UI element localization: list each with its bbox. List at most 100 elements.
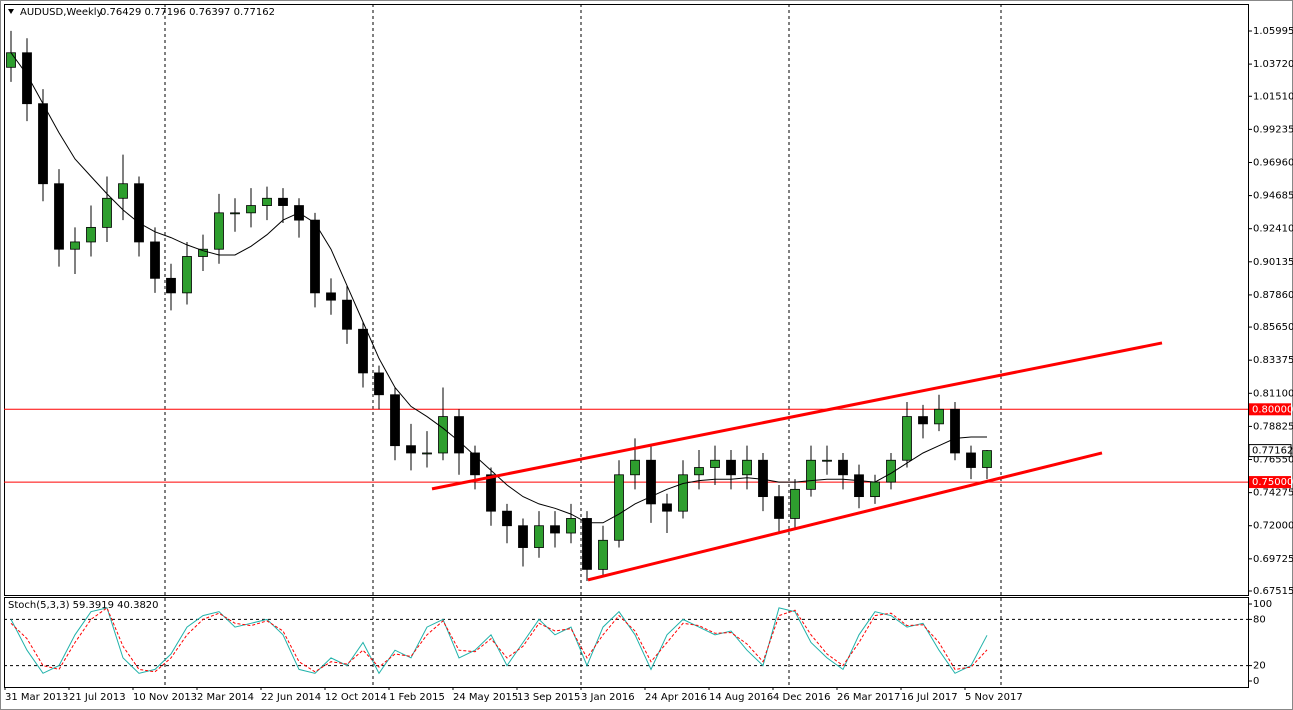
- candle-body: [86, 226, 96, 243]
- candle-body: [390, 394, 400, 447]
- trend-line: [587, 451, 1103, 582]
- y-tick-label: 0.87860: [1253, 290, 1293, 301]
- ohlc-label: 0.76429 0.77196 0.76397 0.77162: [100, 7, 275, 18]
- candle-body: [822, 459, 832, 462]
- candle-body: [806, 459, 816, 490]
- candle-body: [374, 372, 384, 396]
- candle-body: [614, 474, 624, 541]
- candle-body: [918, 416, 928, 425]
- candle-body: [710, 459, 720, 468]
- x-tick-label: 21 Jul 2013: [69, 692, 126, 703]
- candle-body: [102, 197, 112, 228]
- candle-body: [486, 474, 496, 512]
- candle-body: [902, 416, 912, 461]
- y-tick-label: 0.94685: [1253, 191, 1293, 202]
- candle-body: [646, 459, 656, 505]
- candle-body: [438, 416, 448, 454]
- y-tick-label: 100: [1253, 599, 1272, 610]
- candle-body: [278, 197, 288, 206]
- candle-body: [630, 459, 640, 476]
- candle-body: [742, 459, 752, 476]
- menu-arrow[interactable]: [8, 9, 14, 14]
- y-tick-label: 0.76550: [1253, 455, 1293, 466]
- y-tick-label: 80: [1253, 614, 1266, 625]
- candle-body: [662, 503, 672, 512]
- candle-body: [358, 328, 368, 374]
- y-tick-label: 0.90135: [1253, 257, 1293, 268]
- candle-body: [342, 299, 352, 330]
- x-tick-label: 22 Jun 2014: [261, 692, 321, 703]
- candle-body: [598, 539, 608, 570]
- y-tick-label: 0.83375: [1253, 355, 1293, 366]
- y-tick-label: 0.99235: [1253, 124, 1293, 135]
- x-tick-label: 14 Aug 2016: [709, 692, 773, 703]
- x-tick-label: 13 Sep 2015: [517, 692, 580, 703]
- candle-body: [502, 510, 512, 527]
- y-tick-label: 0.92410: [1253, 224, 1293, 235]
- candle-body: [566, 518, 576, 534]
- candle-body: [454, 416, 464, 454]
- y-tick-label: 0.85650: [1253, 322, 1293, 333]
- candle-body: [790, 488, 800, 519]
- candle-body: [982, 450, 992, 468]
- candle-body: [134, 183, 144, 243]
- y-tick-label: 1.03720: [1253, 59, 1293, 70]
- candle-body: [534, 525, 544, 548]
- candle-body: [966, 452, 976, 468]
- x-tick-label: 16 Jul 2017: [901, 692, 958, 703]
- candle-body: [550, 525, 560, 534]
- y-tick-label: 0.72000: [1253, 521, 1293, 532]
- candle-body: [166, 277, 176, 294]
- y-tick-label: 0.74275: [1253, 488, 1293, 499]
- candle-body: [246, 205, 256, 214]
- x-tick-label: 4 Dec 2016: [773, 692, 831, 703]
- candle-body: [326, 292, 336, 301]
- symbol-title: AUDUSD,Weekly: [20, 7, 103, 18]
- moving-average: [10, 52, 987, 524]
- candle-body: [726, 459, 736, 476]
- candle-body: [214, 212, 224, 250]
- candle-body: [582, 518, 592, 570]
- candle-body: [774, 496, 784, 519]
- candle-body: [518, 525, 528, 548]
- x-tick-label: 1 Feb 2015: [389, 692, 445, 703]
- current-price-label: 0.77162: [1252, 446, 1293, 457]
- h-level-label: 0.75000: [1252, 477, 1293, 488]
- candle-body: [182, 256, 192, 294]
- stoch-line: [10, 607, 988, 673]
- current-price-box: [1248, 444, 1292, 458]
- candle-body: [118, 183, 128, 199]
- candle-body: [406, 445, 416, 454]
- candle-body: [694, 467, 704, 476]
- candle-body: [422, 452, 432, 455]
- h-level-box: [1249, 403, 1291, 416]
- candle-body: [838, 459, 848, 476]
- candle-body: [870, 481, 880, 498]
- x-tick-label: 26 Mar 2017: [837, 692, 900, 703]
- candle-body: [262, 197, 272, 206]
- x-tick-label: 31 Mar 2013: [5, 692, 68, 703]
- y-tick-label: 0.78825: [1253, 421, 1293, 432]
- price-panel-frame: [4, 4, 1249, 596]
- candle-body: [678, 474, 688, 512]
- x-tick-label: 12 Oct 2014: [325, 692, 387, 703]
- candle-body: [198, 248, 208, 257]
- candle-body: [310, 219, 320, 294]
- y-tick-label: 1.01510: [1253, 91, 1293, 102]
- x-tick-label: 5 Nov 2017: [965, 692, 1023, 703]
- x-tick-label: 24 May 2015: [453, 692, 518, 703]
- x-tick-label: 3 Jan 2016: [581, 692, 635, 703]
- candle-body: [54, 183, 64, 250]
- stoch-line: [10, 607, 988, 675]
- x-tick-label: 2 Mar 2014: [197, 692, 254, 703]
- h-level-label: 0.80000: [1252, 404, 1293, 415]
- y-tick-label: 1.05995: [1253, 26, 1293, 37]
- y-tick-label: 0.67515: [1253, 586, 1293, 597]
- stoch-title: Stoch(5,3,3) 59.3919 40.3820: [8, 600, 159, 611]
- candle-body: [70, 241, 80, 250]
- candle-body: [854, 474, 864, 498]
- candle-body: [230, 212, 240, 215]
- h-level-box: [1249, 476, 1291, 489]
- candle-body: [6, 52, 16, 68]
